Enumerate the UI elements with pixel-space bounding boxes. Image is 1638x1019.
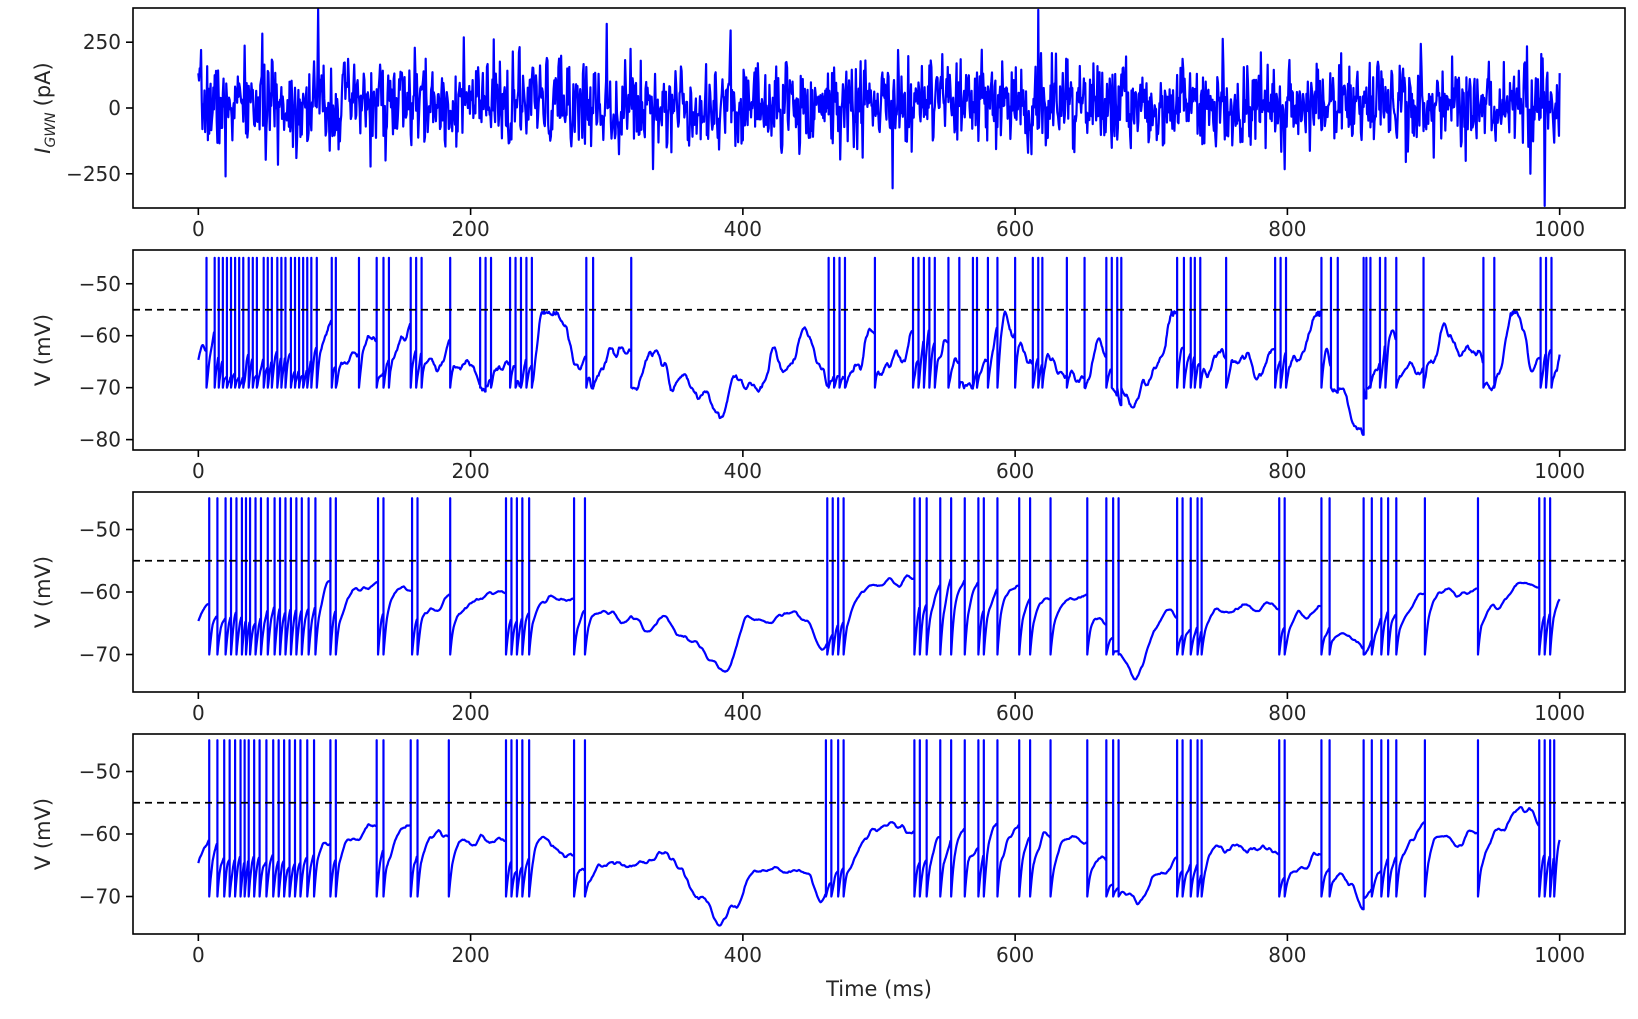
x-tick-label-4-0: 0	[192, 943, 205, 967]
panel-4: 0 200 400 600 800 1000 −70 −60 −50 V (mV) Time (ms…	[31, 733, 1626, 1001]
x-tick-label-2-0: 0	[192, 459, 205, 483]
x-tick-label-4-3: 600	[996, 943, 1034, 967]
x-tick-label-3-1: 200	[452, 701, 490, 725]
y-tick-label-3-1: −60	[79, 580, 121, 604]
panel-2: 0 200 400 600 800 1000 −80 −70 −60 −50 V (mV)	[31, 249, 1626, 483]
x-tick-label-1-1: 200	[452, 217, 490, 241]
axes-frame-2	[132, 249, 1626, 451]
y-tick-label-1-0: −250	[66, 162, 121, 186]
x-tick-label-2-4: 800	[1268, 459, 1306, 483]
series-line-2	[197, 256, 1561, 436]
axes-frame-4	[132, 733, 1626, 935]
y-tick-label-4-0: −70	[79, 885, 121, 909]
y-label-main: I	[31, 148, 55, 154]
x-tick-label-2-3: 600	[996, 459, 1034, 483]
panel-1: 0 200 400 600 800 1000 −250 0 250 IGWN (pA)	[31, 7, 1626, 241]
y-axis-label-1: IGWN (pA)	[31, 62, 59, 153]
y-axis-label-3: V (mV)	[31, 556, 55, 628]
x-tick-label-1-0: 0	[192, 217, 205, 241]
y-tick-label-1-1: 0	[108, 96, 121, 120]
x-tick-label-3-0: 0	[192, 701, 205, 725]
x-tick-label-3-5: 1000	[1534, 701, 1585, 725]
series-line-3	[197, 497, 1561, 681]
x-tick-label-3-3: 600	[996, 701, 1034, 725]
panel-3: 0 200 400 600 800 1000 −70 −60 −50 V (mV)	[31, 491, 1626, 725]
y-tick-label-2-1: −70	[79, 376, 121, 400]
y-tick-label-2-2: −60	[79, 324, 121, 348]
x-tick-label-4-4: 800	[1268, 943, 1306, 967]
y-tick-label-4-1: −60	[79, 822, 121, 846]
x-tick-label-4-1: 200	[452, 943, 490, 967]
y-axis-label-2: V (mV)	[31, 314, 55, 386]
y-tick-label-4-2: −50	[79, 760, 121, 784]
y-axis-label-4: V (mV)	[31, 798, 55, 870]
y-tick-label-2-0: −80	[79, 428, 121, 452]
series-line-4	[197, 739, 1561, 927]
y-tick-label-2-3: −50	[79, 272, 121, 296]
x-tick-label-1-5: 1000	[1534, 217, 1585, 241]
x-tick-label-3-2: 400	[724, 701, 762, 725]
x-tick-label-2-5: 1000	[1534, 459, 1585, 483]
x-tick-label-2-1: 200	[452, 459, 490, 483]
series-line-1	[197, 8, 1561, 207]
y-tick-label-3-0: −70	[79, 643, 121, 667]
x-tick-label-4-2: 400	[724, 943, 762, 967]
x-tick-label-1-2: 400	[724, 217, 762, 241]
x-tick-label-2-2: 400	[724, 459, 762, 483]
y-label-sub: GWN	[43, 112, 59, 148]
y-tick-label-1-2: 250	[83, 30, 121, 54]
x-tick-label-1-4: 800	[1268, 217, 1306, 241]
x-tick-label-1-3: 600	[996, 217, 1034, 241]
axes-frame-3	[132, 491, 1626, 693]
y-label-unit: (pA)	[31, 62, 55, 106]
x-axis-label: Time (ms)	[825, 977, 932, 1001]
x-tick-label-4-5: 1000	[1534, 943, 1585, 967]
x-tick-label-3-4: 800	[1268, 701, 1306, 725]
y-tick-label-3-2: −50	[79, 518, 121, 542]
